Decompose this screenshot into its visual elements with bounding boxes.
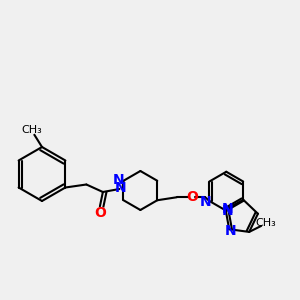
Text: N: N bbox=[115, 181, 127, 194]
Text: N: N bbox=[200, 195, 211, 208]
Text: N: N bbox=[221, 202, 233, 216]
Text: N: N bbox=[224, 224, 236, 238]
Text: N: N bbox=[113, 173, 125, 187]
Text: O: O bbox=[94, 206, 106, 220]
Text: N: N bbox=[222, 204, 234, 218]
Text: CH₃: CH₃ bbox=[255, 218, 276, 228]
Text: O: O bbox=[186, 190, 198, 204]
Text: CH₃: CH₃ bbox=[21, 125, 42, 136]
